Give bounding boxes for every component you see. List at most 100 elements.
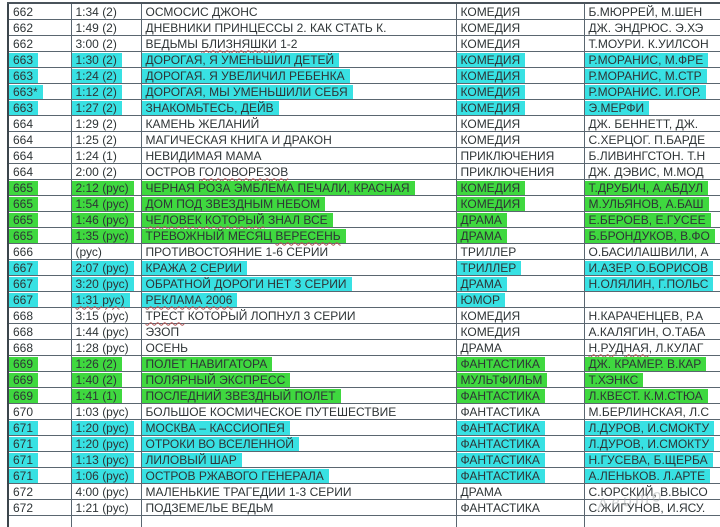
actors-cell: ДЖ. ЭНДРЮС. Э.ХЭ bbox=[583, 19, 720, 36]
cell-text: 3:20 (рус) bbox=[71, 276, 134, 291]
duration-cell: 1:46 (рус) bbox=[70, 211, 142, 228]
duration-cell bbox=[70, 515, 142, 527]
row-number-cell: 667 bbox=[7, 259, 72, 276]
cell-text: 1:06 (рус) bbox=[71, 468, 134, 483]
genre-cell: ДРАМА bbox=[455, 339, 585, 356]
title-cell: ОТРОКИ ВО ВСЕЛЕННОЙ bbox=[140, 435, 457, 452]
duration-cell: 1:44 (рус) bbox=[70, 323, 142, 340]
cell-text: С.ЖИГУНОВ, И.ЯСУ. bbox=[588, 500, 706, 515]
cell-text: ДРАМА bbox=[460, 340, 502, 355]
cell-text: 665 bbox=[9, 228, 39, 243]
genre-cell: КОМЕДИЯ bbox=[455, 307, 585, 324]
cell-text: 1:34 (2) bbox=[75, 4, 117, 19]
title-cell: ОСЕНЬ bbox=[140, 339, 457, 356]
actors-cell: ДЖ. КРАМЕР. В.КАР bbox=[583, 355, 720, 372]
cell-text: 1:26 (2) bbox=[71, 356, 122, 371]
cell-text: Н.ГУСЕВА, Б.ЩЕРБА bbox=[584, 452, 713, 467]
cell-text: ФАНТАСТИКА bbox=[456, 436, 545, 451]
row-number-cell: 663 bbox=[7, 51, 72, 68]
title-cell: МАЛЕНЬКИЕ ТРАГЕДИИ 1-3 СЕРИИ bbox=[140, 483, 457, 500]
duration-cell: 1:03 (рус) bbox=[70, 403, 142, 420]
cell-text: ПОЛЯРНЫЙ ЭКСПРЕСС bbox=[141, 372, 291, 387]
cell-text: Т.ХЭНКС bbox=[584, 372, 644, 387]
cell-text: 667 bbox=[9, 276, 39, 291]
row-number-cell: 669 bbox=[7, 387, 72, 404]
cell-text: КОМЕДИЯ bbox=[460, 4, 521, 19]
cell-text: 671 bbox=[9, 468, 39, 483]
actors-cell: Б.БРОНДУКОВ, В.ФО bbox=[583, 227, 720, 244]
cell-text: 667 bbox=[9, 292, 39, 307]
title-cell: ЭЗОП bbox=[140, 323, 457, 340]
table-row: 663 1:30 (2) ДОРОГАЯ, Я УМЕНЬШИЛ ДЕТЕЙ КОМЕ… bbox=[7, 51, 720, 68]
actors-cell: О.БАСИЛАШВИЛИ, А bbox=[583, 243, 720, 260]
row-number-cell: 662 bbox=[7, 2, 72, 20]
actors-cell: Т.ХЭНКС bbox=[583, 371, 720, 388]
duration-cell: 1:40 (2) bbox=[70, 371, 142, 388]
cell-text: О.БАСИЛАШВИЛИ, А bbox=[588, 244, 709, 259]
cell-text: И.АЗЕР. О.БОРИСОВ bbox=[584, 260, 714, 275]
table-row: 663* 1:12 (2) ДОРОГАЯ, МЫ УМЕНЬШИЛИ СЕБЯ КО… bbox=[7, 83, 720, 100]
cell-text: КОМЕДИЯ bbox=[460, 308, 521, 323]
table-row: 663 1:24 (2) ДОРОГАЯ. Я УВЕЛИЧИЛ РЕБЕНКА КО… bbox=[7, 67, 720, 84]
duration-cell: 1:13 (рус) bbox=[70, 451, 142, 468]
cell-text: (рус) bbox=[75, 244, 102, 259]
cell-text: КОМЕДИЯ bbox=[456, 84, 526, 99]
cell-text: КРАЖА 2 СЕРИИ bbox=[141, 260, 248, 275]
row-number-cell: 662 bbox=[7, 35, 72, 52]
row-number-cell: 668 bbox=[7, 307, 72, 324]
cell-text: 667 bbox=[9, 260, 39, 275]
cell-text: КОМЕДИЯ bbox=[460, 324, 521, 339]
genre-cell: КОМЕДИЯ bbox=[455, 115, 585, 132]
actors-cell: Н.КАРАЧЕНЦЕВ, Р.А bbox=[583, 307, 720, 324]
table-row: 664 1:25 (2) МАГИЧЕСКАЯ КНИГА И ДРАКОН КОМЕ… bbox=[7, 131, 720, 148]
genre-cell: КОМЕДИЯ bbox=[455, 51, 585, 68]
genre-cell: ДРАМА bbox=[455, 483, 585, 500]
cell-text: Э.МЕРФИ bbox=[584, 100, 650, 115]
cell-text: ДРАМА bbox=[456, 228, 507, 243]
cell-text: ОСТРОВ РЖАВОГО ГЕНЕРАЛА bbox=[141, 468, 329, 483]
row-number-cell: 671 bbox=[7, 419, 72, 436]
genre-cell: ФАНТАСТИКА bbox=[455, 419, 585, 436]
title-cell: ДОРОГАЯ, Я УМЕНЬШИЛ ДЕТЕЙ bbox=[140, 51, 457, 68]
cell-text: ДОМ ПОД ЗВЕЗДНЫМ НЕБОМ bbox=[141, 196, 326, 211]
table-row: 662 3:00 (2) ВЕДЬМЫ БЛИЗНЯШКИ 1-2 КОМЕДИЯ Т.… bbox=[7, 35, 720, 52]
duration-cell: 1:06 (рус) bbox=[70, 467, 142, 484]
cell-text: ОТРОКИ ВО ВСЕЛЕННОЙ bbox=[141, 436, 299, 451]
cell-text: 4:00 (рус) bbox=[75, 484, 129, 499]
cell-text: БОЛЬШОЕ КОСМИЧЕСКОЕ ПУТЕШЕСТВИЕ bbox=[145, 404, 397, 419]
cell-text: 668 bbox=[13, 308, 34, 323]
cell-text: ФАНТАСТИКА bbox=[460, 404, 540, 419]
cell-text: 671 bbox=[9, 436, 39, 451]
cell-text: Р.МОРАНИС. И.ГОР. bbox=[584, 84, 706, 99]
genre-cell: ПРИКЛЮЧЕНИЯ bbox=[455, 147, 585, 164]
cell-text: 1:21 (рус) bbox=[75, 500, 129, 515]
actors-cell: М.БЕРЛИНСКАЯ, Л.С bbox=[583, 403, 720, 420]
row-number-cell: 669 bbox=[7, 355, 72, 372]
cell-text: 1:44 (рус) bbox=[75, 324, 129, 339]
genre-cell: ФАНТАСТИКА bbox=[455, 355, 585, 372]
cell-text: ЧЕРНАЯ РОЗА ЭМБЛЕМА ПЕЧАЛИ, КРАСНАЯ bbox=[141, 180, 415, 195]
table-row: 663 1:27 (2) ЗНАКОМЬТЕСЬ, ДЕЙВ КОМЕДИЯ Э.МЕР… bbox=[7, 99, 720, 116]
duration-cell: (рус) bbox=[70, 243, 142, 260]
cell-text: ДОРОГАЯ, Я УМЕНЬШИЛ ДЕТЕЙ bbox=[141, 52, 340, 67]
title-cell: ТРЕСТ КОТОРЫЙ ЛОПНУЛ 3 СЕРИИ bbox=[140, 307, 457, 324]
genre-cell: ДРАМА bbox=[455, 227, 585, 244]
title-cell: РЕКЛАМА 2006 bbox=[140, 291, 457, 308]
row-number-cell: 671 bbox=[7, 451, 72, 468]
cell-text: ОСМОСИС ДЖОНС bbox=[145, 4, 258, 19]
row-number-cell: 668 bbox=[7, 339, 72, 356]
title-cell: ОБРАТНОЙ ДОРОГИ НЕТ 3 СЕРИИ bbox=[140, 275, 457, 292]
cell-text: ДРАМА bbox=[456, 212, 507, 227]
duration-cell: 1:54 (рус) bbox=[70, 195, 142, 212]
row-number-cell: 664 bbox=[7, 147, 72, 164]
cell-text: ОСЕНЬ bbox=[145, 340, 189, 355]
duration-cell: 1:24 (2) bbox=[70, 67, 142, 84]
row-number-cell: 671 bbox=[7, 467, 72, 484]
cell-text: ТРЕСТ КОТОРЫЙ ЛОПНУЛ 3 СЕРИИ bbox=[145, 308, 356, 323]
cell-text: Л.КВЕСТ. К.М.СТЮА bbox=[584, 388, 708, 403]
row-number-cell: 663 bbox=[7, 67, 72, 84]
genre-cell: КОМЕДИЯ bbox=[455, 19, 585, 36]
cell-text: 1:35 (рус) bbox=[71, 228, 134, 243]
cell-text: 663 bbox=[9, 100, 39, 115]
table-row: 665 1:35 (рус) ТРЕВОЖНЫЙ МЕСЯЦ ВЕРЕСЕНЬ ДРА… bbox=[7, 227, 720, 244]
